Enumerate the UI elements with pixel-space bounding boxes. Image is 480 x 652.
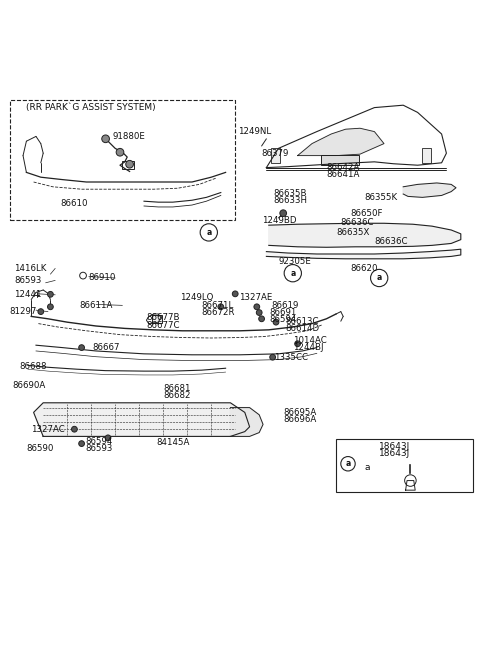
Text: 86695A: 86695A (283, 408, 316, 417)
Circle shape (273, 319, 279, 325)
Text: 1244BJ: 1244BJ (293, 343, 324, 352)
Text: 91880E: 91880E (113, 132, 145, 141)
Circle shape (48, 304, 53, 310)
Text: 86635B: 86635B (274, 188, 307, 198)
Text: 86650F: 86650F (350, 209, 383, 218)
Text: 86671L: 86671L (202, 301, 234, 310)
Text: 86677C: 86677C (146, 321, 180, 329)
Text: a: a (377, 273, 382, 282)
Text: 86636C: 86636C (374, 237, 408, 246)
Polygon shape (403, 183, 456, 198)
Text: 86594: 86594 (270, 316, 297, 324)
Polygon shape (230, 408, 263, 436)
FancyBboxPatch shape (321, 155, 359, 165)
Circle shape (79, 345, 84, 351)
Polygon shape (269, 223, 461, 247)
Text: 86614D: 86614D (286, 324, 320, 333)
Text: 86910: 86910 (89, 273, 116, 282)
Circle shape (72, 426, 77, 432)
Text: 1416LK: 1416LK (14, 264, 47, 273)
Text: a: a (290, 269, 295, 278)
Text: 18643J: 18643J (379, 443, 410, 451)
Circle shape (116, 149, 124, 156)
Circle shape (256, 310, 262, 316)
Circle shape (48, 291, 53, 297)
FancyBboxPatch shape (422, 149, 431, 163)
Circle shape (259, 316, 264, 321)
Text: 1249BD: 1249BD (262, 216, 296, 225)
Circle shape (126, 160, 133, 168)
Text: 86641A: 86641A (326, 170, 360, 179)
Text: 92305E: 92305E (278, 257, 311, 266)
Text: 1327AE: 1327AE (239, 293, 273, 302)
Circle shape (38, 308, 44, 314)
Circle shape (218, 304, 224, 310)
Polygon shape (266, 249, 461, 259)
Circle shape (280, 210, 287, 216)
Text: 1335CC: 1335CC (274, 353, 308, 362)
Text: 86677B: 86677B (146, 314, 180, 322)
Text: 86696A: 86696A (283, 415, 316, 424)
Text: 18643J: 18643J (379, 449, 410, 458)
Circle shape (254, 304, 260, 310)
Text: 86620: 86620 (350, 264, 378, 273)
Text: 86672R: 86672R (202, 308, 235, 317)
FancyBboxPatch shape (271, 149, 280, 163)
Circle shape (105, 435, 111, 441)
Text: 86593: 86593 (85, 445, 113, 453)
Text: 86635X: 86635X (336, 228, 370, 237)
Text: 86633H: 86633H (274, 196, 308, 205)
Circle shape (232, 291, 238, 297)
Text: 86613C: 86613C (286, 317, 319, 326)
Text: a: a (346, 459, 350, 468)
Text: 84145A: 84145A (156, 437, 190, 447)
Polygon shape (298, 128, 384, 156)
Text: 86682: 86682 (163, 391, 191, 400)
Text: 1249NL: 1249NL (238, 127, 271, 136)
Text: 86636C: 86636C (341, 218, 374, 228)
Text: 86593: 86593 (14, 276, 42, 285)
Text: 86610: 86610 (60, 199, 87, 208)
Text: 86619: 86619 (271, 301, 299, 310)
Text: 86611A: 86611A (79, 301, 113, 310)
Text: (RR PARK`G ASSIST SYSTEM): (RR PARK`G ASSIST SYSTEM) (26, 103, 156, 112)
Text: 86642A: 86642A (326, 163, 360, 172)
Text: 1014AC: 1014AC (293, 336, 326, 345)
Text: 86355K: 86355K (365, 193, 398, 202)
Text: 86690A: 86690A (12, 381, 45, 391)
Text: 86590: 86590 (26, 444, 54, 453)
Text: a: a (365, 463, 370, 472)
Text: 81297: 81297 (10, 307, 37, 316)
Circle shape (295, 341, 300, 347)
Circle shape (270, 354, 276, 360)
Text: 86691: 86691 (270, 308, 297, 317)
Polygon shape (34, 403, 250, 436)
Circle shape (102, 135, 109, 143)
Text: 86379: 86379 (262, 149, 289, 158)
Text: 86688: 86688 (19, 363, 47, 371)
Text: 86594: 86594 (85, 437, 113, 446)
Text: 86667: 86667 (92, 343, 120, 352)
Text: a: a (206, 228, 211, 237)
Text: 1327AC: 1327AC (31, 424, 65, 434)
Text: 86681: 86681 (163, 384, 191, 393)
Text: 1249LQ: 1249LQ (180, 293, 214, 302)
FancyBboxPatch shape (152, 316, 162, 323)
Text: 12441: 12441 (14, 290, 42, 299)
Circle shape (79, 441, 84, 447)
